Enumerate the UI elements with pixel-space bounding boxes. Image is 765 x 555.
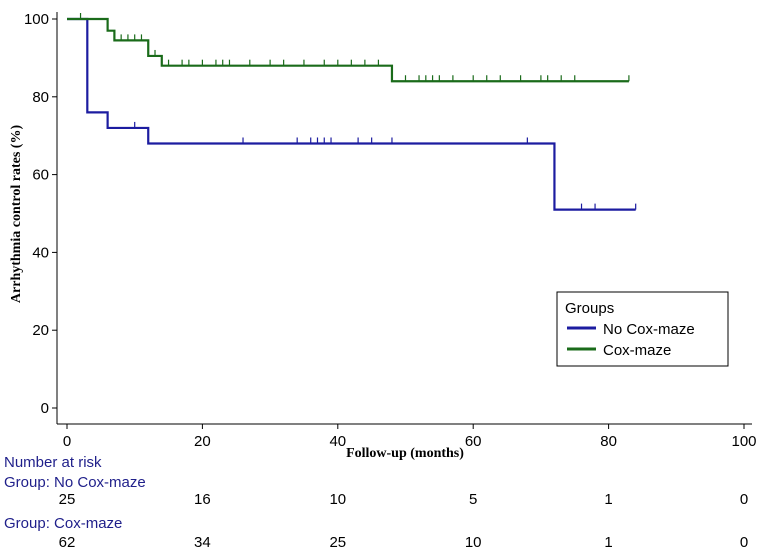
series-line-cox-maze [67, 17, 629, 83]
risk-count-1-100: 0 [740, 534, 748, 551]
y-tick-label-100: 100 [24, 11, 49, 28]
x-tick-label-0: 0 [63, 433, 71, 450]
x-tick-label-100: 100 [731, 433, 756, 450]
y-tick-label-80: 80 [32, 89, 49, 106]
legend-label-no-cox-maze: No Cox-maze [603, 321, 695, 338]
y-axis-title: Arrhythmia control rates (%) [9, 125, 24, 304]
y-tick-label-20: 20 [32, 322, 49, 339]
risk-count-0-60: 5 [469, 491, 477, 508]
axes: 0 20 40 60 80 100 0 20 40 60 80 100 [24, 11, 757, 450]
y-tick-label-60: 60 [32, 167, 49, 184]
x-tick-label-40: 40 [329, 433, 346, 450]
x-axis-title: Follow-up (months) [346, 446, 464, 461]
x-tick-label-20: 20 [194, 433, 211, 450]
risk-count-1-80: 1 [604, 534, 612, 551]
risk-row-no-cox-maze: 25 16 10 5 1 0 [59, 491, 749, 508]
legend-label-cox-maze: Cox-maze [603, 342, 671, 359]
risk-row-cox-maze: 62 34 25 10 1 0 [59, 534, 749, 551]
legend-title: Groups [565, 300, 614, 317]
risk-count-1-60: 10 [465, 534, 482, 551]
risk-count-1-20: 34 [194, 534, 211, 551]
risk-table-title: Number at risk [4, 454, 102, 471]
x-tick-label-80: 80 [600, 433, 617, 450]
risk-count-1-40: 25 [329, 534, 346, 551]
risk-count-0-80: 1 [604, 491, 612, 508]
risk-count-1-0: 62 [59, 534, 76, 551]
y-tick-label-0: 0 [41, 400, 49, 417]
risk-group-label-no-cox-maze: Group: No Cox-maze [4, 474, 146, 491]
legend: Groups No Cox-maze Cox-maze [556, 291, 729, 367]
series-line-no-cox-maze [67, 17, 636, 211]
series-layer [67, 13, 637, 211]
x-tick-label-60: 60 [465, 433, 482, 450]
risk-group-label-cox-maze: Group: Cox-maze [4, 515, 122, 532]
risk-count-0-40: 10 [329, 491, 346, 508]
risk-table: Number at risk Group: No Cox-maze 25 16 10… [4, 454, 748, 551]
y-tick-label-40: 40 [32, 244, 49, 261]
risk-count-0-100: 0 [740, 491, 748, 508]
risk-count-0-20: 16 [194, 491, 211, 508]
risk-count-0-0: 25 [59, 491, 76, 508]
